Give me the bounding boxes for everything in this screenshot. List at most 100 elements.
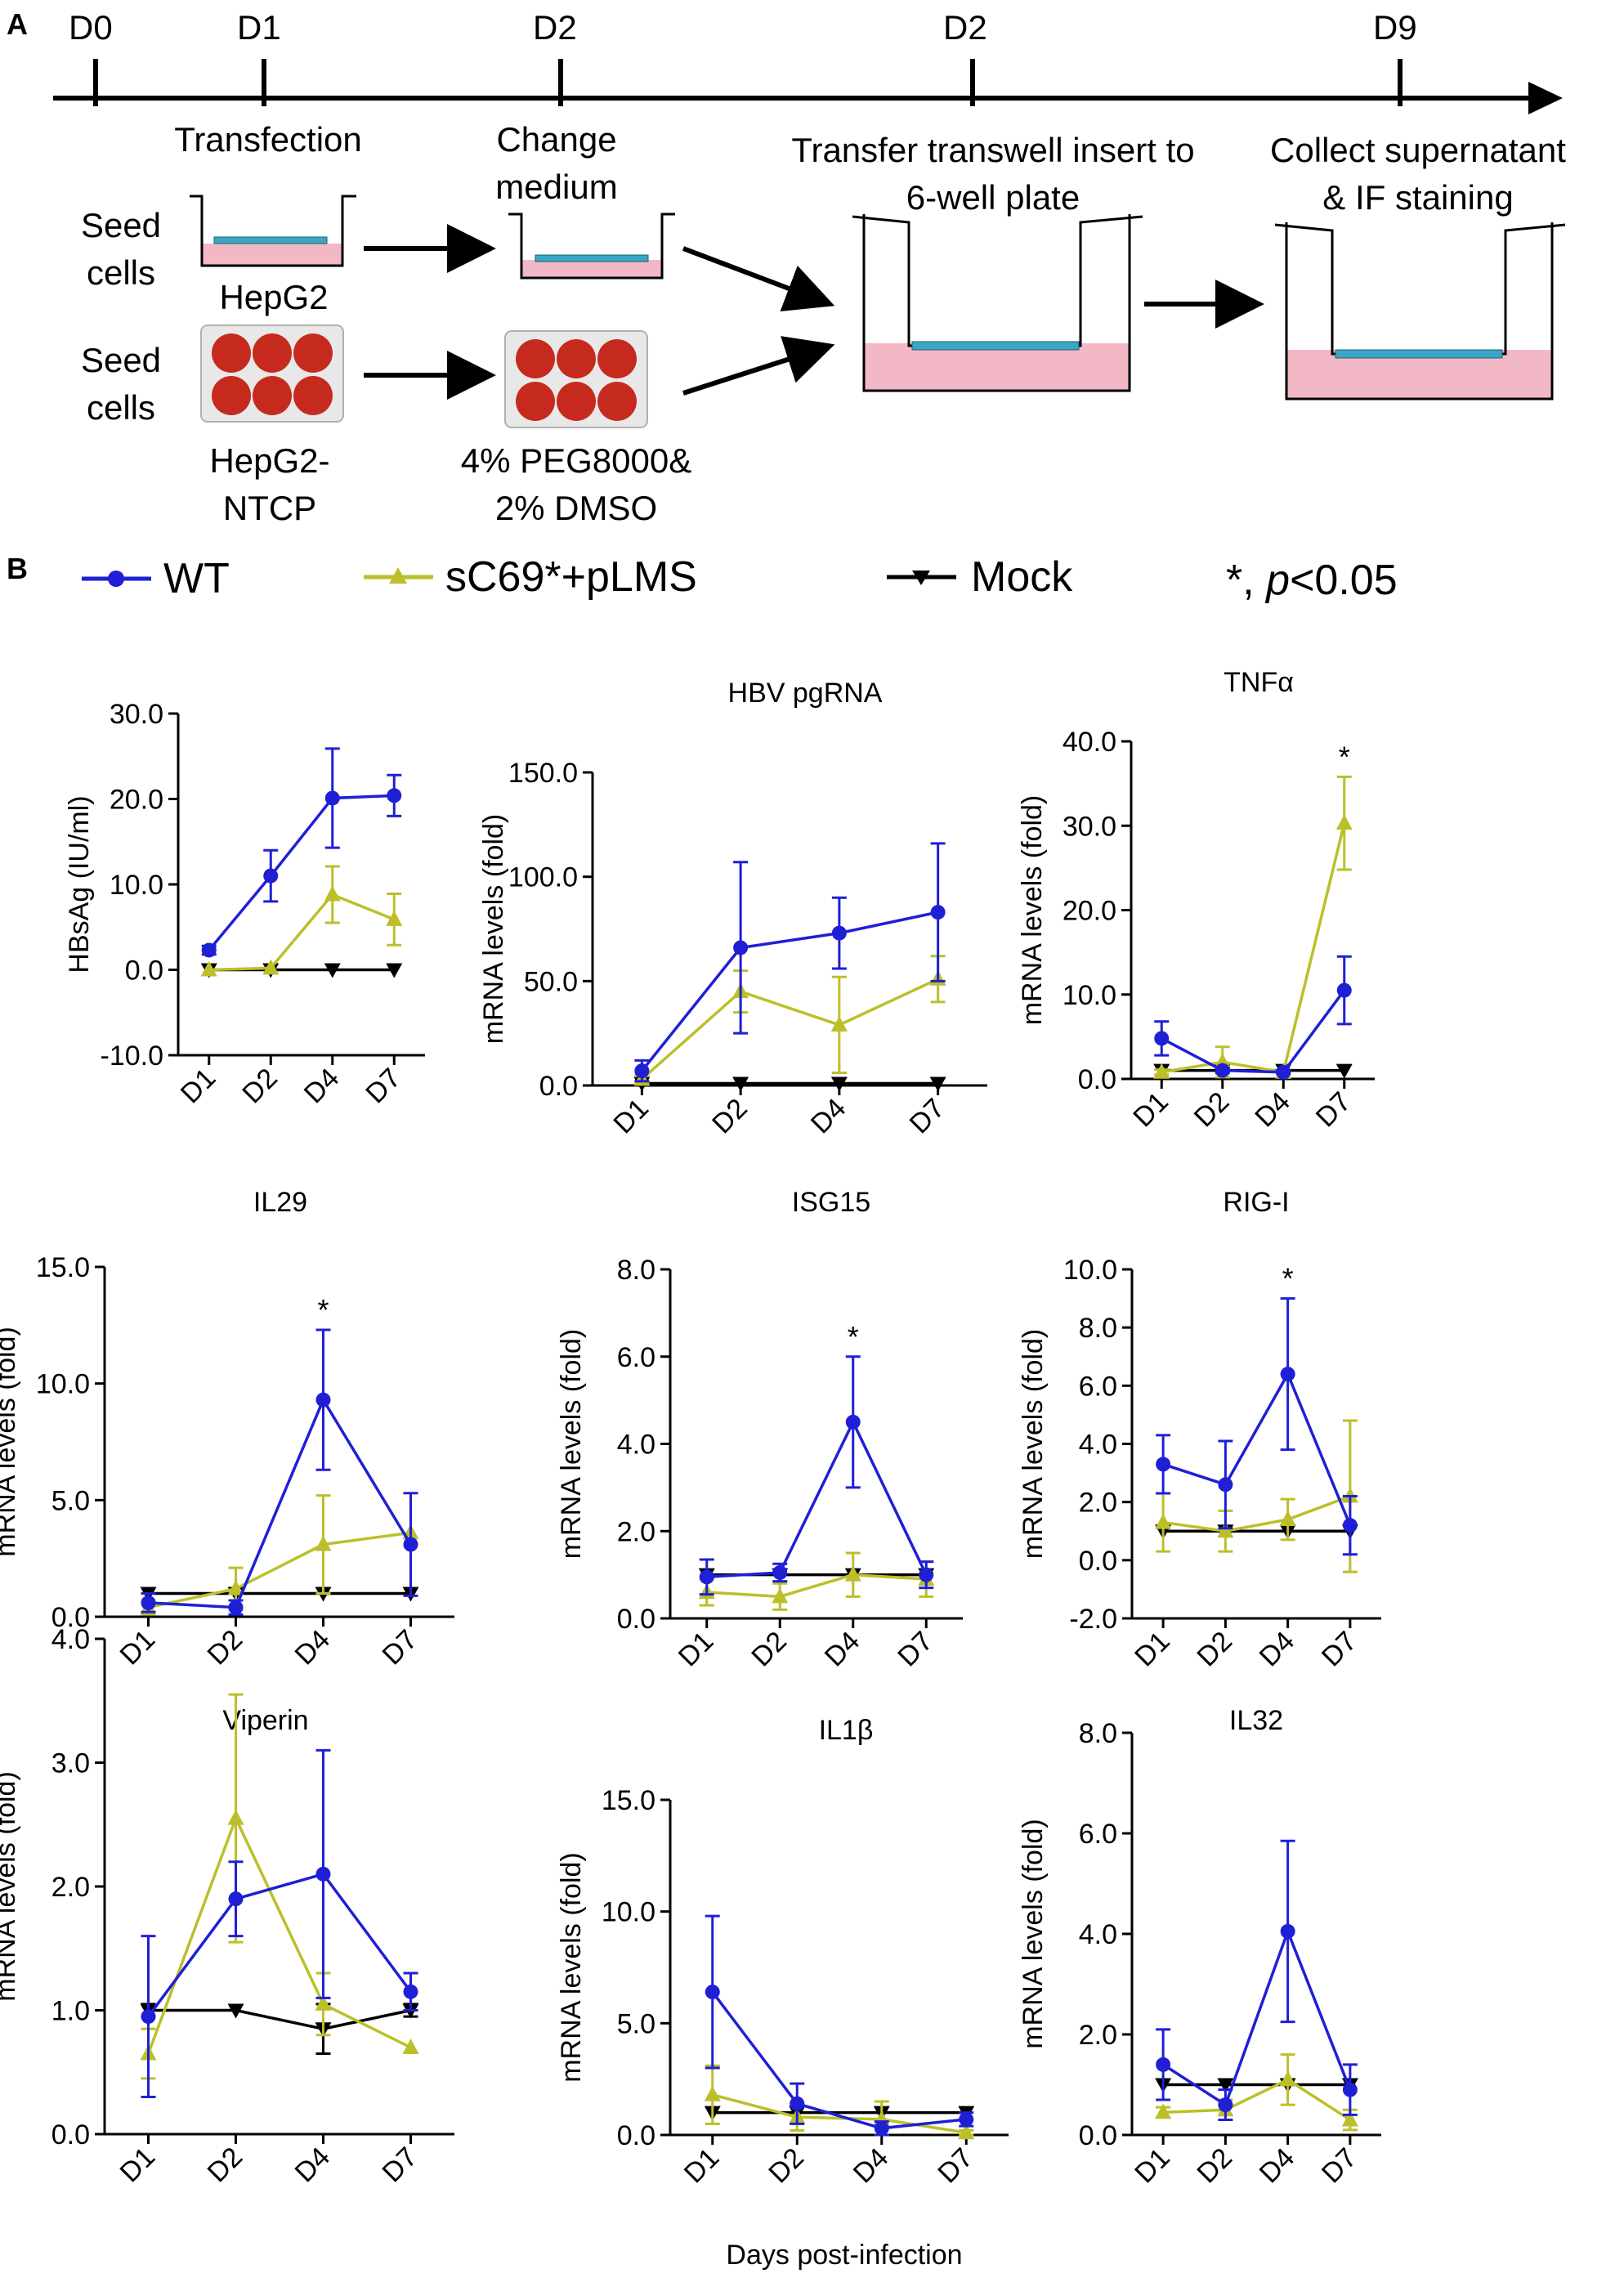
data-point-wt	[1156, 2056, 1171, 2072]
data-point-wt	[772, 1564, 788, 1580]
data-point-wt	[1342, 1518, 1358, 1533]
series-line-wt	[641, 911, 938, 1072]
series-mock	[633, 1076, 946, 1092]
series-sc69	[698, 1551, 935, 1611]
series-wt	[1154, 955, 1352, 1080]
chart-title: IL32	[1229, 1705, 1283, 1736]
y-tick-label: 8.0	[1079, 1718, 1117, 1749]
transwell-insert-small	[508, 213, 675, 280]
series-sc69	[704, 2064, 975, 2140]
x-tick-label: D4	[289, 2141, 337, 2189]
y-axis-label: HBsAg (IU/ml)	[64, 795, 95, 973]
significance-star: *	[1339, 740, 1350, 773]
y-tick-label: 0.0	[51, 1602, 90, 1633]
x-tick-label: D1	[607, 1093, 655, 1140]
data-point-wt	[228, 1891, 244, 1907]
series-line-wt	[147, 1872, 412, 2018]
y-tick-label: 30.0	[110, 699, 163, 730]
series-sc69	[1153, 775, 1353, 1079]
x-tick-label: D4	[805, 1093, 852, 1140]
y-tick-label: 4.0	[51, 1624, 90, 1655]
series-mock	[140, 2003, 419, 2056]
data-point-sc69	[324, 885, 341, 902]
data-point-mock	[324, 963, 341, 978]
panel-a-label: A	[7, 7, 28, 41]
y-tick-label: 10.0	[1063, 1255, 1117, 1286]
y-tick-label: 40.0	[1063, 727, 1116, 758]
x-tick-label: D1	[678, 2142, 726, 2190]
data-point-wt	[1280, 1367, 1295, 1382]
step-collect: Collect supernatant	[1270, 131, 1566, 169]
y-tick-label: 4.0	[617, 1430, 655, 1461]
series-line-sc69	[641, 978, 939, 1081]
x-tick-label: D7	[377, 2141, 424, 2189]
y-axis-label: mRNA levels (fold)	[1018, 1329, 1049, 1560]
data-point-wt	[790, 2096, 805, 2111]
timeline-day-label: D2	[943, 8, 987, 47]
y-tick-label: 20.0	[110, 785, 163, 816]
data-point-wt	[874, 2120, 889, 2136]
significance-star: *	[1282, 1262, 1294, 1296]
legend-label-sc69: sC69*+pLMS	[445, 553, 697, 601]
series-line-sc69	[1161, 822, 1346, 1074]
timeline-day-label: D1	[237, 8, 281, 47]
data-point-wt	[1156, 1457, 1171, 1472]
legend-marker-mock	[912, 571, 930, 585]
y-tick-label: 0.0	[617, 1604, 655, 1635]
panel-b-legend: B WT sC69*+pLMS Mock *, p<0.05	[7, 552, 1398, 604]
data-point-wt	[1342, 2082, 1358, 2097]
hepg2-label: HepG2	[219, 278, 328, 316]
seed-cells-label: cells	[87, 388, 155, 427]
transwell-in-6-well-plate	[1274, 222, 1566, 401]
series-line-wt	[1161, 989, 1346, 1074]
data-point-sc69	[1155, 1513, 1172, 1529]
data-point-sc69	[830, 1015, 848, 1032]
peg-dmso-label: 2% DMSO	[495, 489, 657, 527]
seed-cells-label: cells	[87, 253, 155, 292]
series-wt	[634, 842, 946, 1083]
six-well-plate	[504, 330, 648, 428]
data-point-sc69	[315, 1994, 332, 2011]
step-collect: & IF staining	[1322, 178, 1513, 217]
x-tick-label: D2	[202, 1624, 249, 1672]
x-tick-label: D4	[298, 1063, 346, 1110]
data-point-wt	[387, 788, 402, 803]
y-tick-label: 30.0	[1063, 811, 1116, 842]
significance-note: *, p<0.05	[1226, 557, 1398, 604]
chart-1: 0.0 50.0 100.0 150.0 D1 D2 D4 D7 mRNA levels (fo…	[478, 678, 987, 1139]
data-point-wt	[634, 1063, 650, 1079]
data-point-sc69	[1335, 814, 1353, 830]
process-arrow	[682, 246, 835, 312]
y-tick-label: 10.0	[602, 1897, 655, 1928]
data-point-wt	[705, 1985, 720, 2000]
series-wt	[1156, 1297, 1358, 1556]
data-point-mock	[929, 1076, 946, 1092]
data-point-wt	[1218, 2097, 1233, 2113]
y-tick-label: 0.0	[1079, 2120, 1117, 2151]
y-tick-label: 5.0	[617, 2008, 655, 2039]
data-point-wt	[141, 2009, 156, 2025]
data-point-wt	[228, 1600, 244, 1615]
x-tick-label: D2	[1191, 2142, 1238, 2190]
panel-a: A D0 D1 D2 D2 D9 Transfection Change med…	[7, 7, 1566, 527]
series-line-wt	[706, 1418, 928, 1579]
y-tick-label: 2.0	[51, 1872, 90, 1903]
data-point-mock	[830, 1076, 848, 1092]
data-point-sc69	[402, 2038, 419, 2054]
x-tick-label: D4	[1254, 1626, 1301, 1673]
data-point-mock	[1217, 2078, 1234, 2093]
y-tick-label: 10.0	[110, 870, 163, 901]
data-point-wt	[1280, 1923, 1295, 1939]
data-point-sc69	[227, 1809, 244, 1825]
legend-label-mock: Mock	[971, 553, 1073, 601]
chart-title: IL1β	[819, 1715, 874, 1746]
y-axis-label: mRNA levels (fold)	[556, 1329, 587, 1560]
x-tick-label: D4	[289, 1624, 337, 1672]
x-tick-label: D7	[1316, 2142, 1363, 2190]
chart-8: 0.0 2.0 4.0 6.0 8.0 D1 D2 D4 D7 mRNA levels (fold…	[1018, 1705, 1381, 2189]
series-line-sc69	[148, 1531, 411, 1609]
y-tick-label: 6.0	[1079, 1371, 1117, 1402]
chart-4: 0.0 2.0 4.0 6.0 8.0 D1 D2 D4 D7 mRNA levels (fold…	[556, 1187, 963, 1672]
data-point-sc69	[200, 960, 217, 977]
